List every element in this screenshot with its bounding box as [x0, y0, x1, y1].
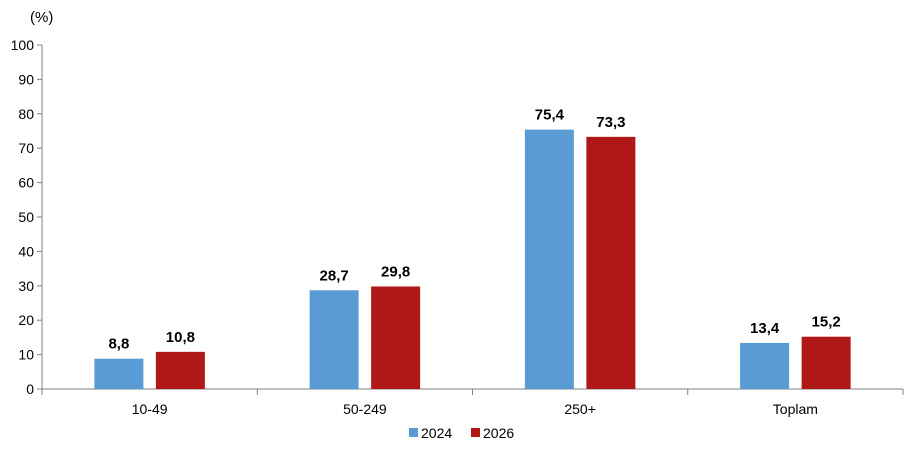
y-tick-label: 90 [18, 71, 34, 87]
legend-swatch-2024 [409, 428, 418, 437]
y-tick-label: 100 [11, 37, 35, 53]
y-tick-label: 80 [18, 106, 34, 122]
bar-2024 [309, 290, 359, 389]
bar-2024 [524, 129, 574, 389]
legend-swatch-2026 [471, 428, 480, 437]
bar-2026 [801, 336, 851, 389]
y-tick-label: 0 [26, 381, 34, 397]
data-label: 75,4 [535, 107, 565, 124]
data-label: 8,8 [108, 336, 129, 353]
legend-label: 2024 [421, 425, 452, 441]
y-tick-label: 10 [18, 347, 34, 363]
y-tick-label: 40 [18, 243, 34, 259]
data-label: 10,8 [166, 329, 195, 346]
data-label: 28,7 [320, 267, 349, 284]
y-tick-label: 60 [18, 175, 34, 191]
bars [94, 129, 851, 389]
bar-2026 [371, 286, 421, 389]
y-unit-label: (%) [30, 9, 53, 26]
x-category-label: Toplam [773, 401, 818, 417]
x-category-label: 50-249 [343, 401, 387, 417]
data-labels: 8,8 10,8 28,7 29,8 75,4 73,3 13,4 15,2 [108, 107, 840, 353]
x-axis: 10-49 50-249 250+ Toplam [41, 388, 904, 417]
bar-2024 [740, 342, 790, 389]
x-category-label: 250+ [564, 401, 596, 417]
y-tick-label: 50 [18, 209, 34, 225]
y-tick-label: 70 [18, 140, 34, 156]
y-tick-label: 30 [18, 278, 34, 294]
y-axis: 0 10 20 30 40 50 60 70 80 90 100 [11, 37, 43, 397]
data-label: 29,8 [381, 263, 410, 280]
legend: 2024 2026 [409, 425, 514, 441]
data-label: 13,4 [750, 320, 780, 337]
data-label: 15,2 [812, 314, 841, 331]
bar-2026 [155, 351, 205, 389]
y-tick-label: 20 [18, 312, 34, 328]
bar-2026 [586, 136, 636, 389]
legend-label: 2026 [483, 425, 514, 441]
data-label: 73,3 [596, 114, 625, 131]
bar-2024 [94, 358, 144, 389]
x-category-label: 10-49 [132, 401, 168, 417]
